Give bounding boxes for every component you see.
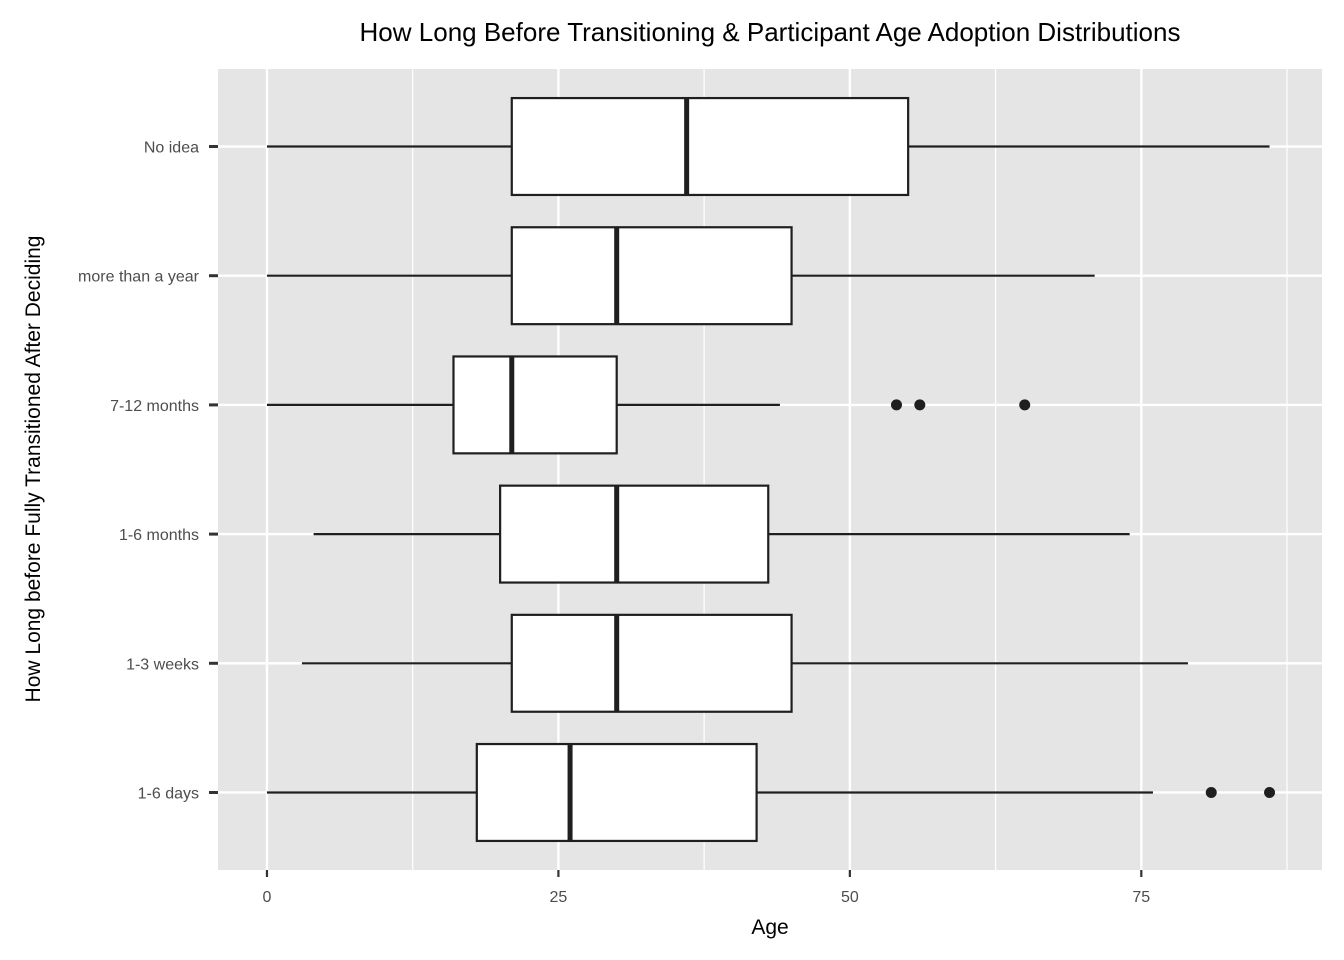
box-1-3-weeks [301, 613, 1188, 713]
x-tick-label: 25 [550, 889, 568, 906]
outlier-point [1205, 786, 1217, 798]
outlier-point [914, 399, 926, 411]
box-1-6-months [313, 484, 1130, 584]
y-tick-label: more than a year [78, 269, 200, 286]
outlier-point [890, 399, 902, 411]
interquartile-box [452, 355, 618, 455]
x-tick-label: 50 [841, 889, 859, 906]
x-tick-label: 75 [1132, 889, 1150, 906]
interquartile-box [475, 742, 758, 843]
y-tick-label: 1-6 days [138, 785, 199, 802]
box-1-6-days [266, 742, 1276, 843]
y-tick-label: 7-12 months [110, 398, 199, 415]
interquartile-box [510, 226, 793, 326]
x-tick-label: 0 [263, 889, 272, 906]
box-no-idea [266, 96, 1270, 197]
x-axis: 0 25 50 75 [263, 870, 1150, 906]
outlier-point [1019, 399, 1031, 411]
boxplot-series [266, 96, 1276, 843]
y-tick-label: No idea [144, 140, 199, 157]
interquartile-box [510, 96, 910, 197]
y-tick-label: 1-6 months [119, 527, 199, 544]
box-more-than-a-year [266, 226, 1095, 326]
plot-panel [218, 69, 1322, 870]
chart-title: How Long Before Transitioning & Particip… [360, 17, 1181, 47]
interquartile-box [499, 484, 770, 584]
y-tick-label: 1-3 weeks [126, 656, 199, 673]
box-7-12-months [266, 355, 1031, 455]
outlier-point [1264, 786, 1276, 798]
x-axis-title: Age [751, 916, 788, 939]
interquartile-box [510, 613, 793, 713]
y-axis-title: How Long before Fully Transitioned After… [22, 236, 45, 703]
y-axis: 1-6 days 1-3 weeks 1-6 months 7-12 months mo… [78, 140, 218, 802]
